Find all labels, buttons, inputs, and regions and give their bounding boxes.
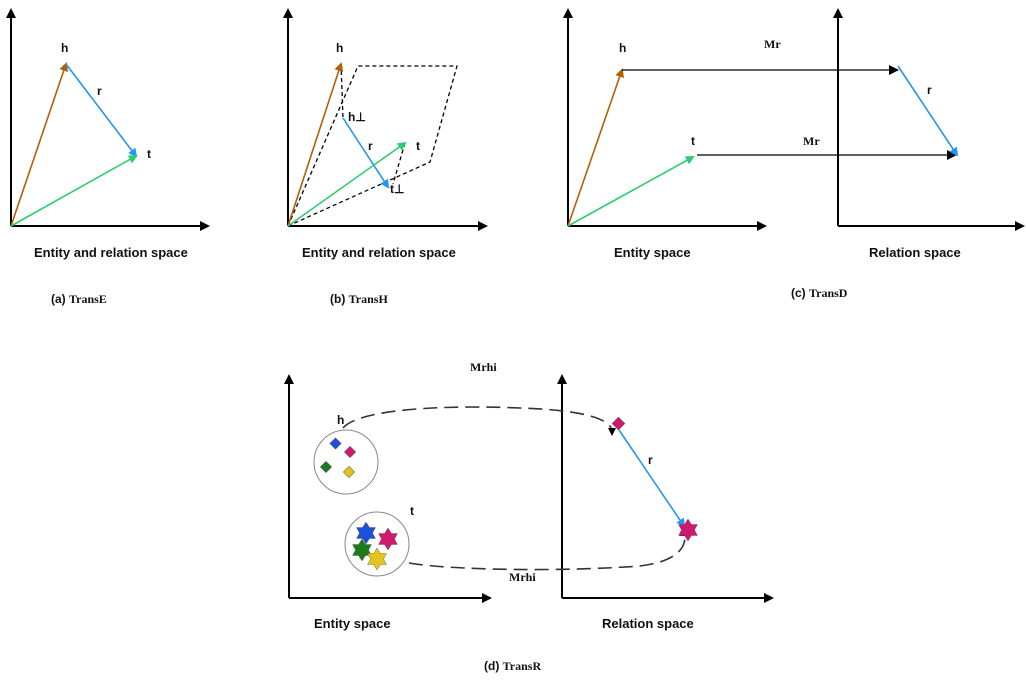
head-projection-line [340, 63, 344, 119]
mapping-label-top: Mr [764, 37, 781, 51]
caption: (a) TransE [51, 292, 107, 306]
caption-prefix: (a) [51, 292, 69, 306]
head-entity-cluster [313, 429, 379, 495]
head-mapping-curve [342, 406, 613, 433]
magenta-diamond [343, 445, 357, 459]
tail-label: t [410, 504, 414, 518]
caption: (d) TransR [484, 659, 541, 673]
head-vector-arrow [287, 62, 344, 227]
head-entity-diamonds [319, 437, 357, 479]
relation-label: r [97, 84, 102, 98]
space-label: Entity and relation space [302, 245, 456, 260]
head-perp-label: h⊥ [348, 110, 366, 124]
caption-name: TransR [503, 659, 542, 673]
tail-mapping-curve [408, 530, 686, 571]
panel-transd: h t Mr Mr r Entity space Relation space … [563, 8, 1025, 300]
relation-vector-arrow [342, 117, 390, 189]
relation-space-label: Relation space [602, 616, 694, 631]
green-star [352, 538, 372, 562]
entity-space-label: Entity space [614, 245, 691, 260]
relation-label: r [927, 83, 932, 97]
mapping-label-bottom: Mr [803, 134, 820, 148]
tail-vector-arrow [10, 155, 138, 227]
tail-vector-arrow [567, 156, 695, 227]
tail-entity-stars [352, 521, 398, 571]
caption-prefix: (b) [330, 292, 349, 306]
hyperplane [286, 65, 458, 228]
caption: (c) TransD [791, 286, 848, 300]
yellow-diamond [342, 465, 356, 479]
relation-vector-arrow [897, 65, 959, 157]
tail-vector-arrow [287, 141, 407, 227]
blue-diamond [329, 437, 342, 450]
caption-name: TransD [809, 286, 848, 300]
tail-projection-line [392, 142, 406, 185]
yellow-star [367, 547, 387, 571]
panel-transh: h h⊥ r t t⊥ Entity and relation space (b… [283, 8, 488, 306]
head-label: h [61, 41, 68, 55]
mapping-label-bottom: Mrhi [509, 570, 536, 584]
panel-transr: Mrhi Mrhi h t r Entity space Relation sp… [284, 360, 774, 673]
tail-label: t [691, 134, 695, 148]
relation-space-label: Relation space [869, 245, 961, 260]
entity-space-label: Entity space [314, 616, 391, 631]
relation-vector-arrow [618, 429, 686, 528]
magenta-star [378, 527, 398, 551]
tail-label: t [147, 147, 151, 161]
tail-perp-label: t⊥ [390, 182, 404, 196]
caption-name: TransH [349, 292, 389, 306]
caption-name: TransE [69, 292, 107, 306]
space-label: Entity and relation space [34, 245, 188, 260]
head-vector-arrow [10, 62, 69, 227]
head-mapping-arrowhead [608, 428, 616, 436]
projected-tail-star [678, 518, 698, 542]
projected-head-diamond [611, 416, 626, 431]
relation-vector-arrow [65, 63, 138, 158]
green-diamond [319, 460, 333, 474]
head-vector-arrow [567, 68, 624, 227]
relation-label: r [368, 139, 373, 153]
head-label: h [337, 413, 344, 427]
blue-star [356, 521, 376, 545]
head-label: h [619, 41, 626, 55]
caption-prefix: (c) [791, 286, 809, 300]
head-label: h [336, 41, 343, 55]
caption-prefix: (d) [484, 659, 503, 673]
mapping-label-top: Mrhi [470, 360, 497, 374]
tail-label: t [416, 139, 420, 153]
caption: (b) TransH [330, 292, 388, 306]
panel-transe: h r t Entity and relation space (a) Tran… [5, 8, 210, 306]
relation-label: r [648, 453, 653, 467]
